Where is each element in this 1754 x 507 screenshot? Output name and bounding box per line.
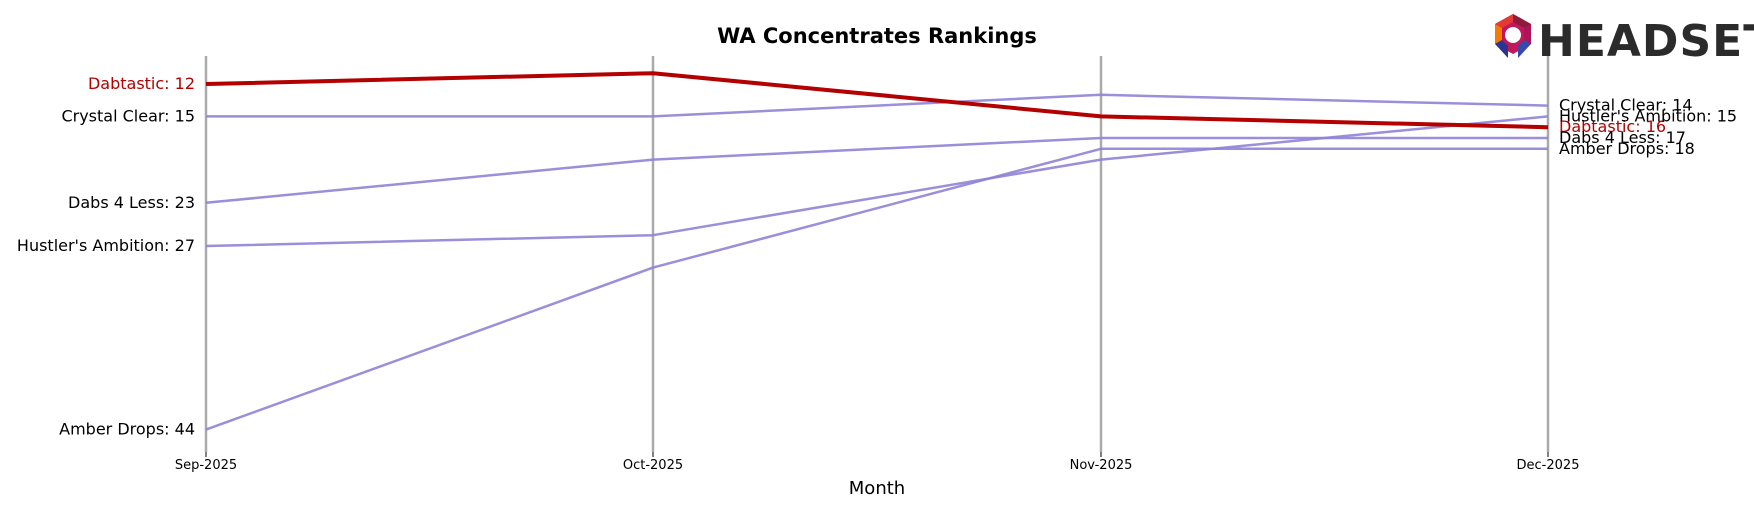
- series-line-hustler-s-ambition: [205, 115, 1549, 248]
- x-tick-labels: Sep-2025 Oct-2025 Nov-2025 Dec-2025: [175, 452, 1580, 473]
- headset-logo: HEADSET: [1495, 14, 1754, 67]
- series-line-amber-drops: [205, 147, 1548, 431]
- end-label-hustler-s-ambition: Hustler's Ambition: 15: [1559, 106, 1737, 125]
- series-line-dabtastic: [205, 71, 1549, 130]
- x-tick-label: Sep-2025: [175, 458, 237, 473]
- end-label-dabtastic: Dabtastic: 16: [1559, 117, 1666, 136]
- end-label-crystal-clear: Crystal Clear: 14: [1559, 96, 1693, 115]
- start-label-hustler-s-ambition: Hustler's Ambition: 27: [17, 236, 195, 255]
- chart-title: WA Concentrates Rankings: [717, 24, 1037, 48]
- logo-text: HEADSET: [1538, 16, 1754, 67]
- x-tick-label: Oct-2025: [623, 458, 683, 473]
- x-tick-label: Nov-2025: [1070, 458, 1133, 473]
- start-label-dabs-4-less: Dabs 4 Less: 23: [68, 193, 195, 212]
- start-label-amber-drops: Amber Drops: 44: [59, 420, 195, 439]
- series-lines: [205, 71, 1549, 431]
- end-label-amber-drops: Amber Drops: 18: [1559, 139, 1695, 158]
- end-label-dabs-4-less: Dabs 4 Less: 17: [1559, 128, 1686, 147]
- x-axis-label: Month: [849, 478, 905, 499]
- end-labels: Dabtastic: 16 Crystal Clear: 14 Dabs 4 Les…: [1559, 96, 1737, 158]
- series-line-crystal-clear: [206, 93, 1549, 118]
- x-tick-label: Dec-2025: [1517, 458, 1580, 473]
- start-labels: Dabtastic: 12 Crystal Clear: 15 Dabs 4 Les…: [17, 74, 195, 439]
- month-gridlines: [204, 56, 1550, 452]
- start-label-dabtastic: Dabtastic: 12: [88, 74, 195, 93]
- start-label-crystal-clear: Crystal Clear: 15: [61, 106, 195, 125]
